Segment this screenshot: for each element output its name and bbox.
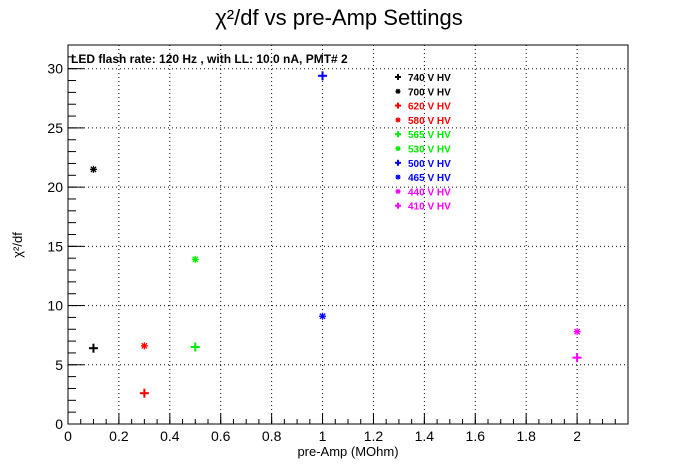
legend: 740 V HV 700 V HV 620 V HV 580 V HV 565 V HV… — [395, 73, 451, 213]
data-points — [88, 71, 582, 398]
x-tick-label: 2 — [573, 428, 581, 444]
legend-label: 620 V HV — [408, 102, 451, 113]
legend-label: 580 V HV — [408, 116, 451, 127]
legend-marker — [395, 74, 401, 80]
data-point — [190, 342, 200, 352]
data-point — [572, 353, 582, 363]
y-tick-label: 5 — [55, 357, 63, 373]
legend-marker — [395, 174, 401, 180]
legend-label: 500 V HV — [408, 159, 451, 170]
x-tick-label: 1.4 — [415, 428, 435, 444]
y-axis-ticks — [68, 44, 84, 425]
data-point — [319, 312, 327, 320]
x-tick-label: 1 — [319, 428, 327, 444]
x-tick-label: 0.4 — [160, 428, 180, 444]
x-tick-label: 0.2 — [109, 428, 129, 444]
y-tick-label: 25 — [47, 120, 63, 136]
legend-label: 740 V HV — [408, 73, 451, 84]
data-point — [139, 388, 149, 398]
legend-label: 700 V HV — [408, 87, 451, 98]
data-point — [140, 342, 148, 350]
legend-marker — [395, 117, 401, 123]
legend-marker — [395, 159, 401, 166]
legend-marker — [395, 146, 401, 151]
data-point — [191, 255, 199, 263]
legend-marker — [395, 202, 401, 209]
x-tick-label: 0.6 — [211, 428, 231, 444]
legend-label: 440 V HV — [408, 187, 451, 198]
data-point — [573, 328, 581, 336]
grid-lines — [68, 45, 628, 424]
data-point — [88, 343, 98, 353]
plot-frame — [67, 44, 629, 425]
x-tick-label: 0 — [64, 428, 72, 444]
legend-label: 530 V HV — [408, 145, 451, 156]
chart-subtitle: LED flash rate: 120 Hz , with LL: 10.0 n… — [71, 52, 348, 66]
legend-marker — [395, 188, 401, 194]
y-axis-label: χ²/df — [10, 232, 25, 258]
legend-label: 465 V HV — [408, 173, 451, 184]
y-tick-label: 20 — [47, 179, 63, 195]
x-tick-label: 1.6 — [466, 428, 486, 444]
y-tick-label: 15 — [47, 238, 63, 254]
data-point — [89, 165, 97, 173]
x-axis-ticks — [67, 413, 629, 424]
y-axis-tick-labels: 0 5 10 15 20 25 30 — [47, 61, 63, 432]
x-axis-label: pre-Amp (MOhm) — [297, 444, 398, 459]
x-tick-label: 0.8 — [262, 428, 282, 444]
x-axis-tick-labels: 0 0.2 0.4 0.6 0.8 1 1.2 1.4 1.6 1.8 2 — [64, 428, 581, 444]
legend-marker — [395, 102, 401, 109]
x-tick-label: 1.2 — [364, 428, 384, 444]
legend-marker — [395, 131, 401, 138]
legend-label: 410 V HV — [408, 202, 451, 213]
legend-label: 565 V HV — [408, 130, 451, 141]
chart-title: χ²/df vs pre-Amp Settings — [215, 5, 463, 30]
x-tick-label: 1.8 — [516, 428, 536, 444]
data-point — [318, 71, 328, 81]
y-tick-label: 30 — [47, 61, 63, 77]
legend-marker — [395, 88, 401, 94]
y-tick-label: 10 — [47, 298, 63, 314]
y-tick-label: 0 — [55, 416, 63, 432]
